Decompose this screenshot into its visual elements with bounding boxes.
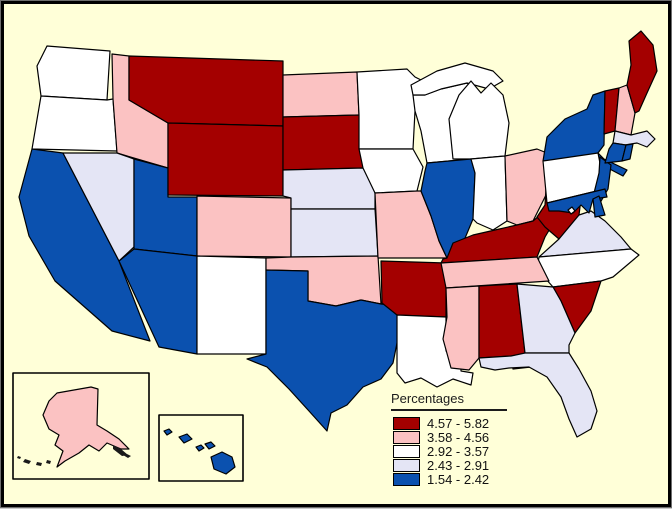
legend-title: Percentages — [391, 391, 464, 406]
state-washington — [36, 45, 111, 101]
legend-swatch-class-2 — [393, 430, 420, 444]
legend-row: 2.92 - 3.57 — [393, 443, 515, 459]
state-tennessee — [440, 256, 550, 289]
legend-label: 1.54 - 2.42 — [427, 471, 490, 487]
contiguous-states — [18, 30, 658, 438]
state-delaware — [592, 195, 606, 218]
hawaii-inset — [158, 414, 244, 482]
state-maine — [626, 30, 658, 114]
state-connecticut — [604, 142, 627, 164]
state-new-mexico — [196, 255, 267, 355]
alaska-inset — [12, 372, 150, 480]
state-ohio — [504, 148, 548, 226]
state-rhode-island — [621, 143, 634, 162]
state-north-dakota — [282, 71, 360, 118]
legend-row: 2.43 - 2.91 — [393, 457, 515, 473]
state-wyoming — [167, 122, 284, 197]
legend-swatch-class-5 — [393, 472, 420, 486]
state-oregon — [31, 95, 118, 152]
state-colorado — [196, 195, 292, 258]
state-south-dakota — [282, 114, 364, 171]
legend-rule — [391, 409, 507, 411]
legend: Percentages 4.57 - 5.82 3.58 - 4.56 2.92… — [389, 391, 515, 487]
legend-label: 3.58 - 4.56 — [427, 429, 490, 445]
legend-row: 4.57 - 5.82 — [393, 415, 515, 431]
state-texas — [246, 269, 400, 432]
legend-label: 2.43 - 2.91 — [427, 457, 490, 473]
legend-row: 1.54 - 2.42 — [393, 471, 515, 487]
state-florida — [478, 352, 598, 438]
state-alaska — [42, 386, 130, 468]
state-district-of-columbia — [567, 206, 576, 215]
legend-swatch-class-1 — [393, 416, 420, 430]
legend-swatch-class-3 — [393, 444, 420, 458]
legend-swatch-class-4 — [393, 458, 420, 472]
state-indiana — [470, 155, 508, 231]
state-maryland — [546, 188, 608, 214]
alaska-inset-border — [12, 372, 150, 480]
legend-label: 4.57 - 5.82 — [427, 415, 490, 431]
hawaii-inset-border — [158, 414, 244, 482]
state-mississippi — [442, 285, 480, 371]
state-arkansas — [380, 260, 447, 318]
state-nebraska — [282, 167, 376, 210]
state-hawaii — [163, 428, 236, 475]
alaska-panhandle-islands — [113, 445, 131, 458]
alaska-aleutian-islands — [17, 456, 51, 466]
state-arizona — [118, 248, 198, 355]
legend-label: 2.92 - 3.57 — [427, 443, 490, 459]
state-kansas — [290, 208, 379, 258]
legend-row: 3.58 - 4.56 — [393, 429, 515, 445]
